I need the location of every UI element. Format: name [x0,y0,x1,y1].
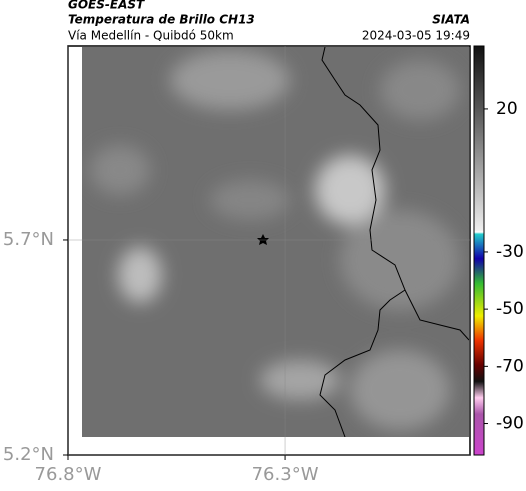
colorbar-tick-label: -90 [496,414,524,434]
colorbar-tick-label: 20 [496,99,518,119]
location-marker [257,234,269,245]
region: Vía Medellín - Quibdó 50km [68,29,234,43]
colorbar-tick-label: -30 [496,242,524,262]
y-tick-label: 5.2°N [3,444,54,465]
colorbar-tick-label: -50 [496,299,524,319]
x-tick-label: 76.8°W [35,464,102,485]
colorbar [473,45,485,456]
subtitle: Temperatura de Brillo CH13 [68,13,255,27]
title: GOES-EAST [68,0,145,12]
y-tick-label: 5.7°N [3,229,54,250]
satellite-image [82,47,469,437]
datetime: 2024-03-05 19:49 [362,29,470,43]
x-tick-label: 76.3°W [252,464,319,485]
source: SIATA [432,13,470,27]
colorbar-tick-label: -70 [496,356,524,376]
